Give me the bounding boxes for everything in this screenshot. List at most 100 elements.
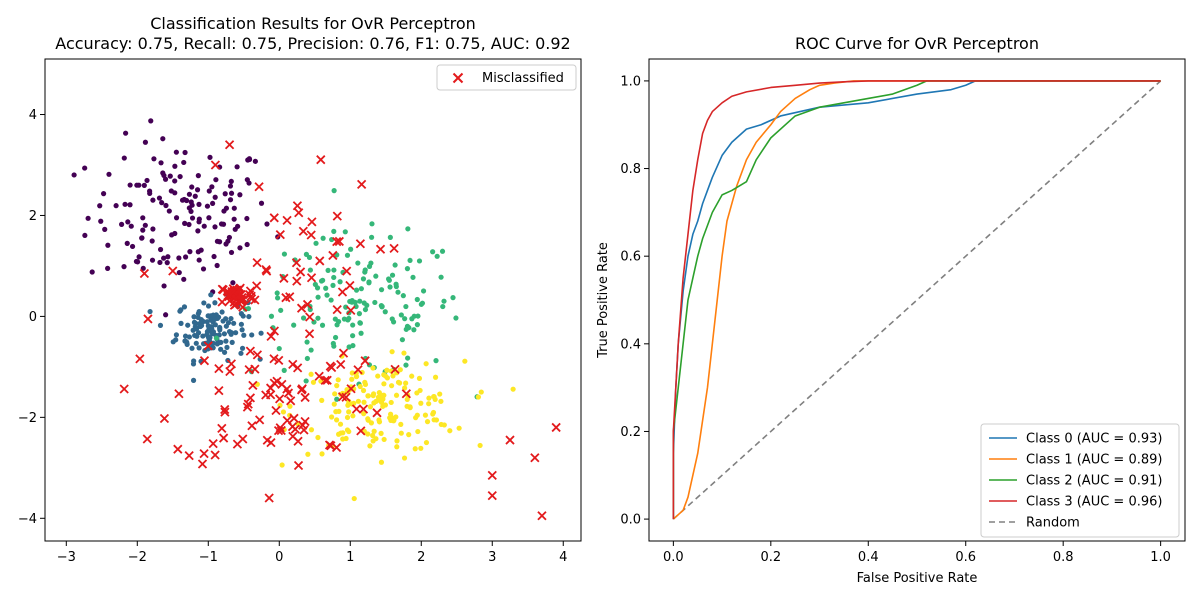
scatter-point-class-3	[433, 417, 440, 423]
misclassified-marker	[298, 226, 308, 236]
scatter-point-class-2	[304, 339, 310, 345]
scatter-point-class-1	[225, 320, 232, 326]
misclassified-marker	[203, 341, 213, 351]
scatter-point-class-2	[398, 312, 404, 318]
scatter-point-class-1	[240, 313, 246, 319]
scatter-point-class-1	[218, 346, 224, 352]
scatter-point-class-0	[159, 200, 165, 206]
scatter-point-class-2	[281, 367, 287, 373]
scatter-point-class-2	[441, 298, 447, 304]
scatter-point-class-0	[183, 197, 190, 204]
scatter-x-tick-label: 3	[488, 550, 496, 565]
scatter-point-class-2	[387, 234, 393, 240]
scatter-point-class-0	[230, 280, 236, 286]
misclassified-marker	[184, 450, 194, 461]
scatter-point-class-3	[401, 350, 407, 356]
misclassified-marker	[269, 326, 280, 336]
scatter-point-class-2	[320, 235, 326, 241]
misclassified-marker	[197, 459, 208, 469]
scatter-point-class-2	[349, 299, 355, 305]
scatter-point-class-0	[127, 182, 133, 188]
scatter-point-class-3	[378, 459, 385, 465]
scatter-point-class-0	[89, 269, 95, 275]
scatter-point-class-3	[370, 365, 376, 371]
scatter-point-class-1	[219, 309, 225, 315]
scatter-point-class-3	[367, 404, 374, 410]
scatter-point-class-2	[328, 297, 334, 303]
scatter-point-class-0	[207, 154, 213, 160]
scatter-point-class-0	[124, 240, 130, 246]
roc-x-tick-label: 0.0	[663, 550, 684, 565]
misclassified-marker	[254, 415, 265, 425]
scatter-point-class-1	[183, 339, 189, 345]
scatter-point-class-2	[320, 277, 326, 283]
scatter-point-class-3	[382, 373, 389, 379]
scatter-point-class-2	[387, 284, 393, 290]
scatter-point-class-2	[342, 229, 348, 235]
roc-y-axis-label: True Positive Rate	[596, 242, 611, 359]
scatter-point-class-3	[388, 399, 394, 406]
scatter-point-class-3	[361, 399, 367, 405]
scatter-point-class-0	[244, 177, 250, 183]
scatter-point-class-3	[438, 398, 444, 404]
scatter-point-class-1	[231, 320, 237, 326]
misclassified-marker	[143, 314, 153, 324]
misclassified-marker	[358, 404, 369, 414]
scatter-point-class-1	[205, 323, 211, 329]
scatter-point-class-0	[206, 188, 212, 194]
scatter-point-class-1	[202, 347, 208, 354]
scatter-point-class-1	[195, 314, 201, 321]
scatter-point-class-0	[235, 223, 241, 229]
misclassified-marker	[275, 230, 285, 240]
roc-x-ticks: 0.0 0.2 0.4 0.6 0.8 1.0	[663, 541, 1171, 565]
scatter-point-class-0	[85, 215, 91, 221]
misclassified-marker	[355, 239, 366, 249]
scatter-point-class-0	[172, 230, 178, 237]
misclassified-marker	[375, 244, 386, 254]
scatter-point-class-2	[324, 292, 330, 298]
scatter-point-class-1	[205, 303, 212, 309]
scatter-point-class-3	[370, 392, 376, 399]
scatter-point-class-2	[369, 234, 375, 240]
misclassified-marker	[336, 359, 346, 370]
scatter-point-class-3	[343, 435, 349, 442]
scatter-point-class-0	[195, 228, 201, 234]
scatter-point-class-0	[187, 249, 193, 255]
misclassified-marker	[142, 434, 152, 444]
scatter-point-class-1	[212, 322, 218, 328]
roc-series-line-1	[672, 80, 1161, 520]
scatter-point-class-2	[362, 267, 368, 273]
scatter-point-class-1	[197, 323, 204, 330]
scatter-point-class-2	[278, 307, 284, 313]
scatter-point-class-3	[414, 390, 420, 396]
scatter-point-class-0	[204, 203, 211, 209]
misclassified-marker	[328, 250, 338, 261]
scatter-point-class-2	[369, 221, 375, 227]
scatter-point-class-0	[121, 264, 127, 270]
scatter-point-class-3	[340, 430, 346, 436]
misclassified-marker	[341, 392, 351, 402]
scatter-y-tick-label: −4	[18, 512, 37, 527]
misclassified-marker	[218, 285, 228, 295]
scatter-point-class-2	[355, 260, 361, 266]
roc-legend-label: Class 0 (AUC = 0.93)	[1026, 432, 1162, 447]
scatter-point-class-2	[353, 303, 359, 310]
misclassified-marker	[302, 299, 313, 310]
scatter-point-class-0	[105, 242, 111, 248]
scatter-point-class-0	[220, 221, 227, 227]
scatter-x-tick-label: 4	[559, 550, 567, 565]
scatter-point-class-3	[388, 417, 394, 423]
misclassified-marker	[307, 217, 317, 227]
scatter-subtitle: Accuracy: 0.75, Recall: 0.75, Precision:…	[55, 34, 570, 53]
scatter-point-class-2	[453, 315, 459, 321]
scatter-point-class-1	[196, 345, 202, 351]
scatter-point-class-0	[222, 191, 228, 197]
scatter-point-class-0	[161, 255, 167, 261]
scatter-point-class-0	[172, 178, 178, 184]
scatter-point-class-1	[181, 304, 188, 310]
scatter-point-class-2	[315, 294, 321, 300]
misclassified-marker	[243, 399, 253, 409]
scatter-point-class-0	[97, 203, 103, 209]
roc-y-tick-label: 1.0	[620, 74, 641, 89]
